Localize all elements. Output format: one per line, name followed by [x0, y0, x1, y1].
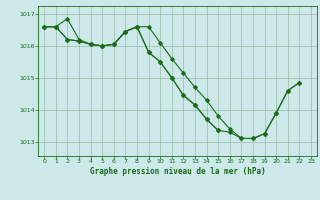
X-axis label: Graphe pression niveau de la mer (hPa): Graphe pression niveau de la mer (hPa): [90, 167, 266, 176]
